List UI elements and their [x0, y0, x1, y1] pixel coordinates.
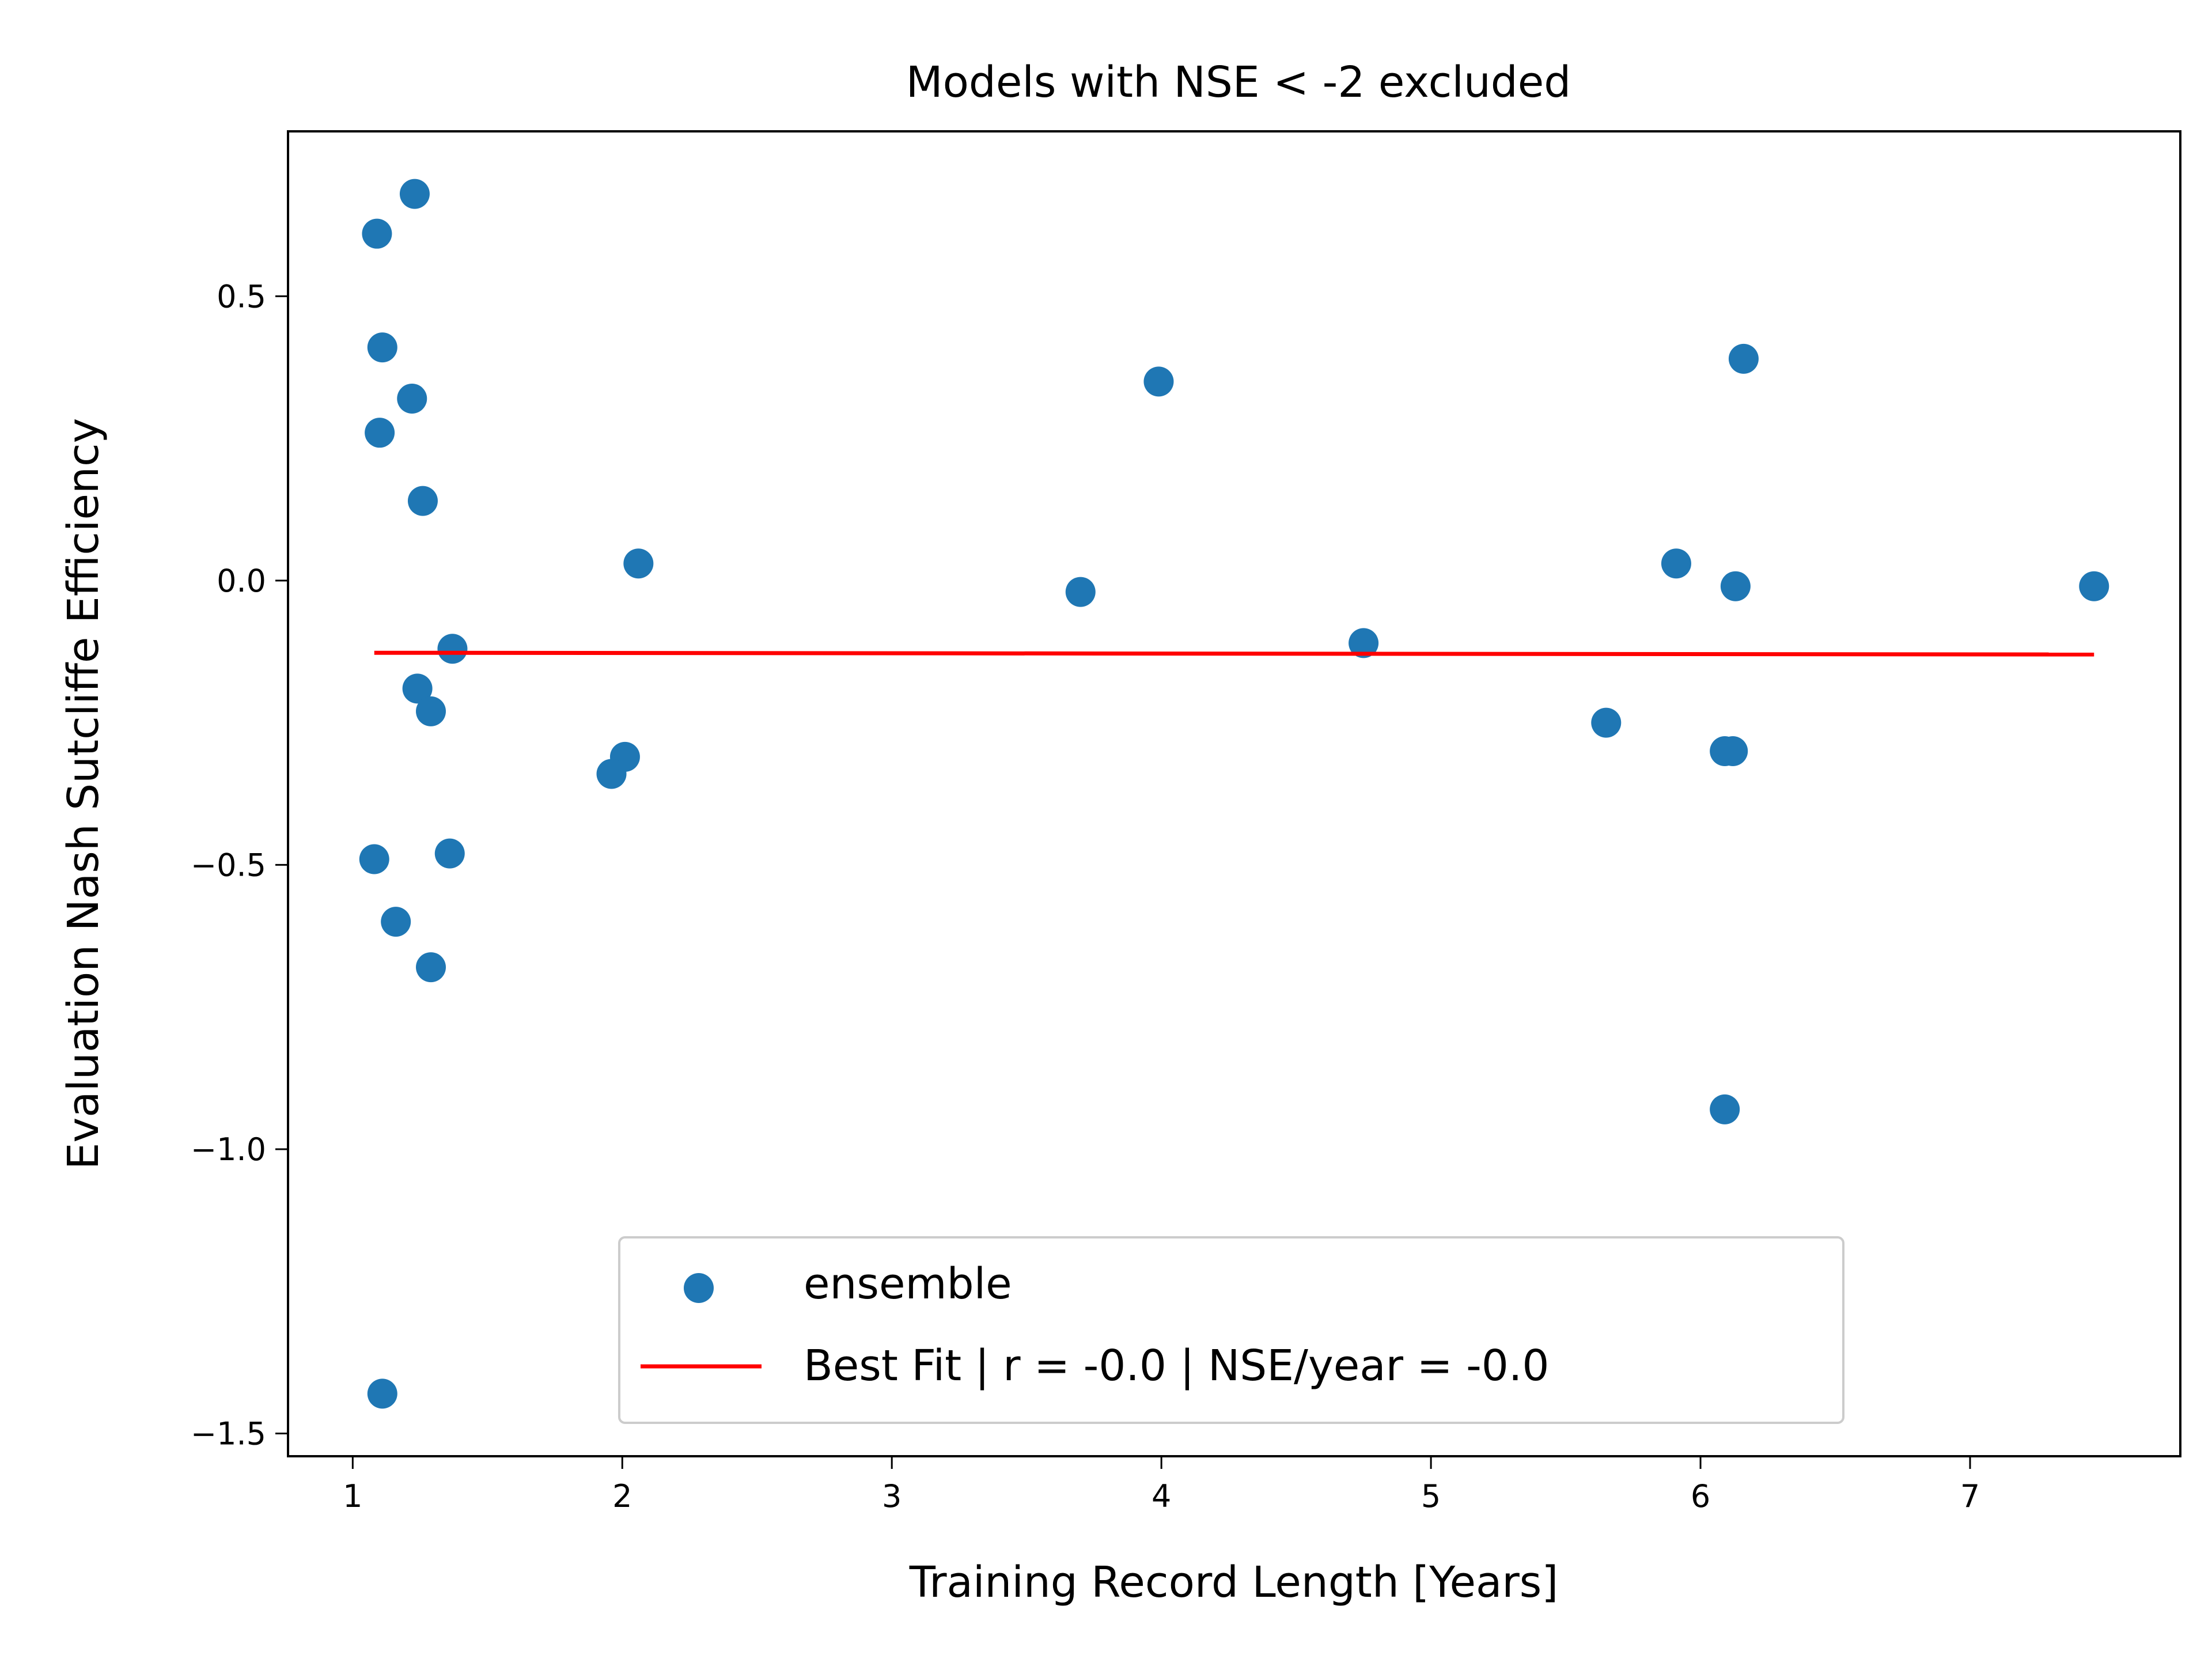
best-fit-line — [374, 650, 2094, 657]
data-point — [596, 759, 627, 789]
data-point — [362, 218, 392, 249]
data-point — [402, 673, 433, 704]
data-point — [1718, 736, 1748, 766]
x-tick-label: 4 — [1152, 1478, 1171, 1514]
data-point — [1065, 577, 1096, 607]
legend-label-ensemble: ensemble — [804, 1259, 1012, 1309]
y-tick-label: −0.5 — [191, 847, 266, 883]
data-point — [1720, 571, 1751, 601]
data-point — [623, 548, 654, 579]
legend-label-best-fit: Best Fit | r = -0.0 | NSE/year = -0.0 — [804, 1341, 1550, 1391]
legend-marker-ensemble — [684, 1273, 714, 1303]
data-point — [1661, 548, 1691, 579]
x-tick-label: 2 — [612, 1478, 632, 1514]
y-axis-title: Evaluation Nash Sutcliffe Efficiency — [59, 418, 108, 1170]
legend-box — [618, 1236, 1844, 1424]
legend: ensemble Best Fit | r = -0.0 | NSE/year … — [618, 1236, 1844, 1424]
data-point — [437, 634, 468, 664]
data-point — [416, 696, 446, 726]
plot-area — [359, 179, 2109, 1409]
data-point — [407, 486, 438, 516]
x-tick-label: 6 — [1691, 1478, 1710, 1514]
plot-frame — [287, 130, 2181, 1457]
data-point — [381, 907, 411, 937]
data-point — [1591, 707, 1622, 738]
y-tick-label: 0.0 — [217, 563, 266, 599]
x-tick-label: 7 — [1960, 1478, 1980, 1514]
data-point — [399, 179, 430, 209]
data-point — [397, 383, 427, 414]
x-tick-label: 5 — [1421, 1478, 1441, 1514]
y-tick-label: −1.5 — [191, 1416, 266, 1452]
x-tick-label: 3 — [882, 1478, 902, 1514]
x-tick-label: 1 — [343, 1478, 362, 1514]
x-axis: 1 2 3 4 5 6 7 — [343, 1456, 1980, 1514]
data-point — [367, 1378, 397, 1409]
y-tick-label: −1.0 — [191, 1131, 266, 1168]
data-point — [1710, 1094, 1740, 1124]
data-point — [416, 952, 446, 983]
x-axis-title: Training Record Length [Years] — [909, 1558, 1558, 1607]
data-point — [1349, 628, 1379, 658]
y-axis: 0.5 0.0 −0.5 −1.0 −1.5 — [191, 278, 288, 1452]
data-point — [1143, 366, 1174, 397]
data-point — [367, 332, 397, 363]
y-tick-label: 0.5 — [217, 278, 266, 315]
data-point — [434, 838, 465, 869]
chart-title: Models with NSE < -2 excluded — [906, 58, 1571, 107]
data-point — [1728, 343, 1759, 374]
data-point — [365, 418, 395, 448]
data-point — [359, 844, 389, 874]
data-point — [2079, 571, 2109, 601]
